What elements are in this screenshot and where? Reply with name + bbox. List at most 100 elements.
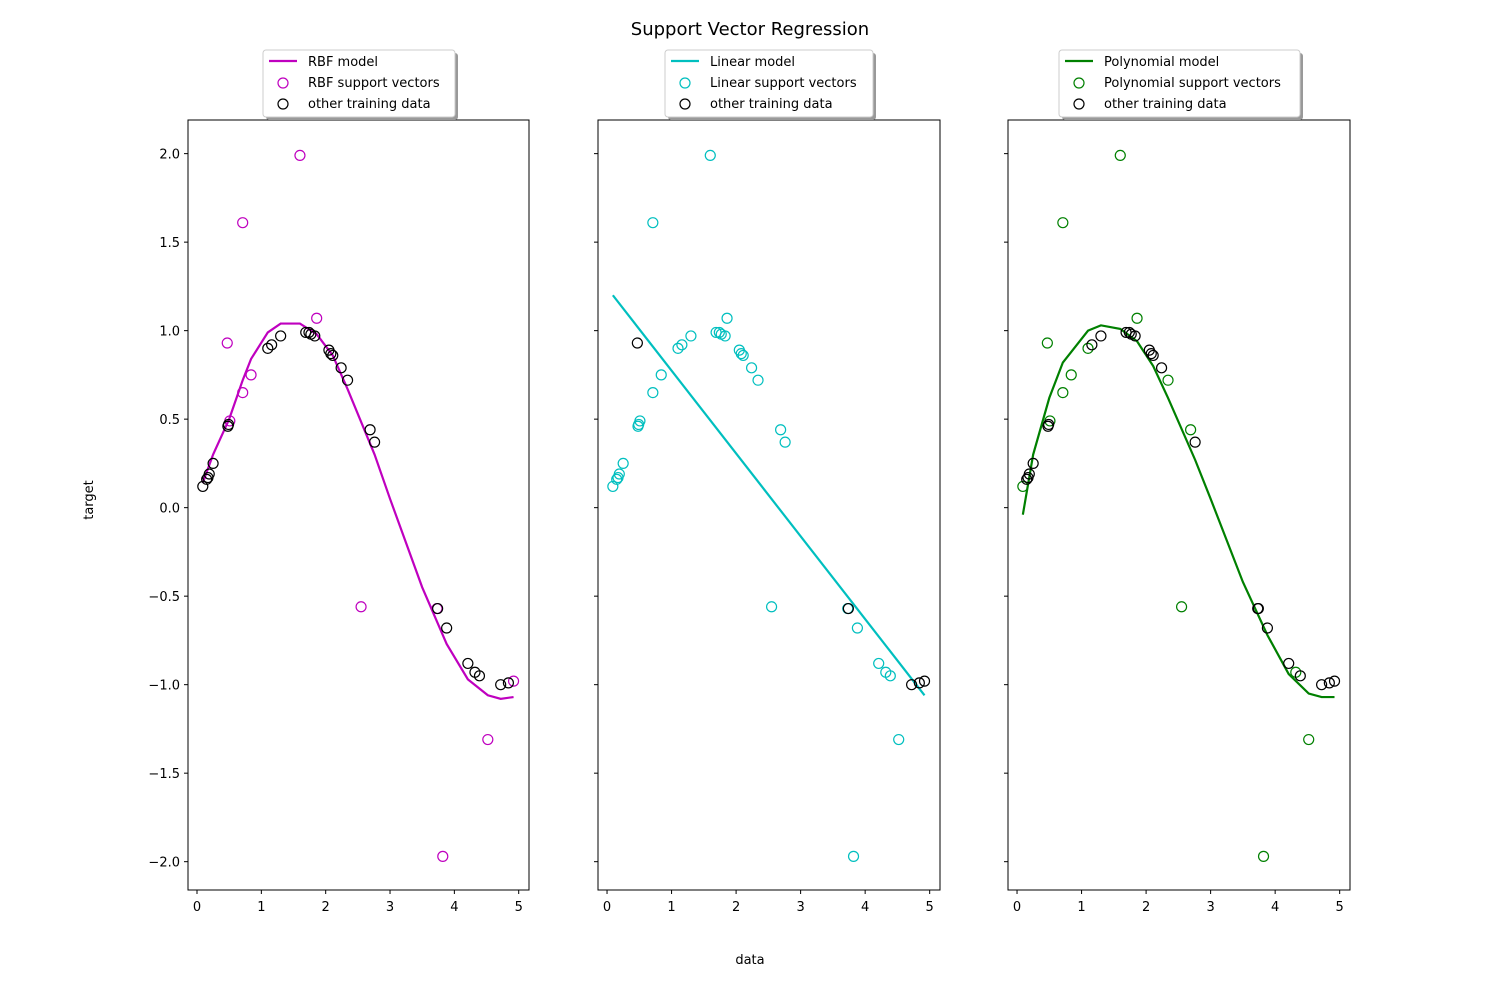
legend-entry: RBF model [308, 55, 378, 70]
support-vector-point [311, 312, 323, 324]
support-vector-point [704, 149, 716, 162]
legend-entry: other training data [308, 97, 431, 112]
training-data-point [918, 675, 931, 687]
support-vector-point [221, 337, 233, 349]
legend-sv-marker [277, 77, 289, 89]
chart-title: Support Vector Regression [631, 19, 869, 40]
x-tick-label: 3 [796, 900, 804, 915]
support-vector-point [617, 457, 629, 470]
legend-entry: RBF support vectors [308, 76, 440, 91]
support-vector-point [873, 657, 885, 670]
legend-entry: other training data [1104, 97, 1227, 112]
axes-frame [597, 119, 941, 891]
y-tick-label: −2.0 [148, 856, 180, 871]
training-data-point [913, 677, 925, 689]
support-vector-point [245, 369, 257, 381]
support-vector-point [1082, 342, 1094, 354]
support-vector-point [1041, 337, 1053, 349]
support-vector-point [613, 468, 625, 480]
training-data-point [325, 348, 337, 360]
legend-other-marker [1073, 98, 1085, 110]
y-tick-label: 2.0 [159, 148, 180, 163]
legend: RBF model RBF support vectors other traini… [262, 49, 458, 120]
support-vector-point [237, 217, 249, 229]
training-data-point [341, 374, 354, 386]
training-data-point [631, 337, 643, 349]
legend-sv-marker [1073, 77, 1085, 89]
support-vector-point [676, 339, 688, 351]
support-vector-point [737, 349, 749, 362]
training-data-point [197, 480, 209, 493]
support-vector-point [647, 386, 659, 399]
y-axis-label: target [82, 480, 97, 520]
support-vector-point [1131, 312, 1143, 324]
support-vector-point [1185, 424, 1197, 436]
y-tick-label: −0.5 [148, 590, 180, 605]
support-vector-point [611, 473, 623, 485]
x-tick-label: 5 [515, 900, 523, 915]
plot-area [197, 149, 520, 862]
training-data-point [1129, 330, 1141, 342]
support-vector-point [507, 675, 520, 687]
legend-sv-marker [679, 77, 691, 89]
support-vector-point [1057, 386, 1069, 399]
plot-area [1017, 149, 1341, 862]
plot-area [607, 149, 931, 862]
support-vector-point [1162, 374, 1174, 386]
x-tick-label: 1 [1077, 900, 1085, 915]
training-data-point [327, 349, 339, 362]
legend: Polynomial model Polynomial support vecto… [1058, 49, 1303, 120]
support-vector-point [655, 369, 667, 381]
training-data-point [1021, 473, 1033, 485]
legend-box [262, 49, 456, 118]
training-data-point [1323, 677, 1335, 689]
training-data-point [432, 602, 444, 615]
x-tick-label: 0 [603, 900, 611, 915]
support-vector-point [634, 415, 646, 427]
legend-entry: Linear support vectors [710, 76, 857, 91]
support-vector-point [851, 622, 864, 634]
training-data-point [495, 679, 507, 691]
legend-other-marker [277, 98, 289, 110]
support-vector-point [482, 733, 494, 746]
support-vector-point [721, 312, 733, 324]
training-data-point [364, 424, 376, 436]
axes-frame [1007, 119, 1351, 891]
support-vector-point [1017, 480, 1029, 493]
legend-entry: Polynomial support vectors [1104, 76, 1281, 91]
support-vector-point [1303, 733, 1315, 746]
training-data-point [1086, 339, 1098, 351]
support-vector-point [672, 342, 684, 354]
legend-box [1058, 49, 1301, 118]
support-vector-point [765, 601, 778, 613]
model-line [1021, 324, 1335, 699]
training-data-point [335, 362, 347, 374]
training-data-point [1095, 330, 1107, 342]
training-data-point [906, 679, 918, 691]
x-tick-label: 0 [1013, 900, 1021, 915]
support-vector-point [437, 850, 449, 862]
y-tick-label: 0.5 [159, 413, 180, 428]
training-data-point [462, 657, 474, 670]
support-vector-point [779, 436, 791, 448]
training-data-point [1027, 457, 1039, 470]
support-vector-point [1065, 369, 1077, 381]
training-data-point [262, 342, 274, 354]
training-data-point [368, 436, 381, 448]
x-tick-label: 1 [257, 900, 265, 915]
model-line [611, 294, 926, 696]
support-vector-point [685, 330, 697, 342]
training-data-point [1123, 326, 1135, 339]
training-data-point [842, 602, 854, 615]
training-data-point [1043, 418, 1055, 431]
x-tick-label: 4 [450, 900, 458, 915]
legend-entry: Polynomial model [1104, 55, 1219, 70]
y-tick-label: 1.5 [159, 236, 180, 251]
support-vector-point [884, 670, 896, 682]
support-vector-point [1257, 850, 1270, 862]
x-tick-label: 3 [1206, 900, 1214, 915]
training-data-point [1294, 670, 1306, 682]
training-data-point [1283, 657, 1295, 670]
x-tick-label: 5 [1336, 900, 1344, 915]
